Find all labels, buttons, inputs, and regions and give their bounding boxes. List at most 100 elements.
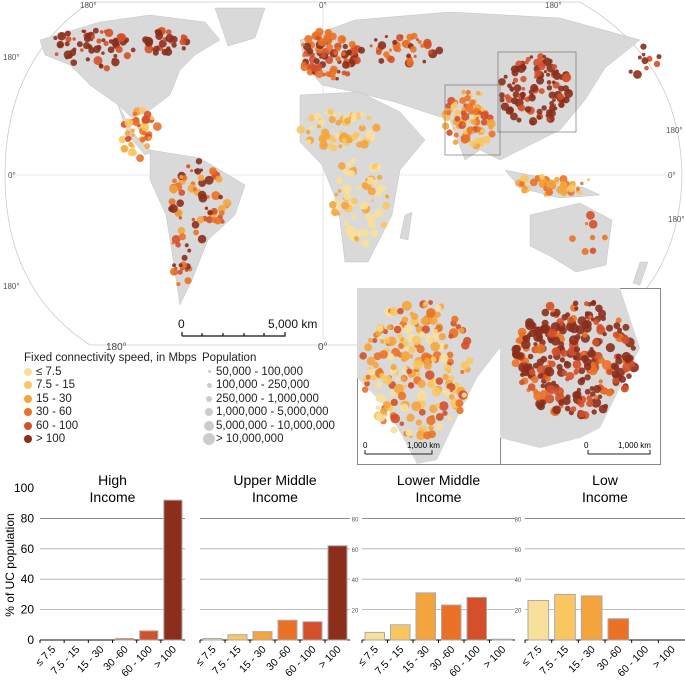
city-dot — [577, 399, 583, 404]
city-dot — [470, 119, 477, 125]
city-dot — [394, 383, 405, 394]
city-dot — [435, 403, 440, 408]
city-dot — [509, 112, 518, 121]
city-dots — [53, 26, 662, 287]
city-dot — [474, 137, 481, 145]
city-dot — [96, 38, 102, 44]
city-dot — [567, 184, 576, 193]
city-dot — [219, 210, 225, 216]
city-dot — [111, 57, 120, 67]
city-dot — [314, 63, 323, 72]
city-dot — [572, 360, 582, 369]
city-dot — [179, 261, 188, 269]
city-dot — [382, 375, 393, 385]
city-dot — [508, 106, 512, 110]
city-dot — [358, 124, 366, 132]
city-dot — [520, 174, 529, 183]
city-dot — [364, 178, 368, 182]
city-dot — [344, 71, 351, 77]
city-dot — [459, 97, 466, 104]
city-dot — [461, 122, 466, 126]
city-dot — [361, 124, 365, 128]
city-dot — [403, 39, 409, 45]
panel-title: Lower Middle — [397, 472, 480, 488]
city-dot — [551, 80, 556, 85]
speed-legend-item: 60 - 100 — [24, 419, 197, 433]
city-dot — [153, 122, 162, 131]
population-legend-item: > 10,000,000 — [202, 433, 335, 447]
city-dot — [360, 229, 369, 238]
population-legend-label: 250,000 - 1,000,000 — [216, 392, 319, 405]
city-dot — [186, 164, 191, 169]
x-tick-label: 7.5 - 15 — [373, 644, 407, 678]
city-dot — [390, 413, 401, 424]
city-dot — [174, 266, 178, 270]
y-tick-label-small: 20 — [515, 609, 522, 615]
city-dot — [615, 353, 622, 360]
y-tick-label: 80 — [21, 511, 35, 525]
x-tick-label: > 100 — [152, 644, 179, 671]
city-dot — [637, 55, 642, 60]
city-dot — [411, 335, 422, 346]
city-dot — [513, 84, 522, 92]
city-dot — [80, 48, 84, 52]
city-dot — [428, 300, 433, 305]
city-dot — [546, 85, 553, 91]
city-dot — [141, 115, 150, 124]
city-dot — [165, 34, 174, 43]
speed-legend: Fixed connectivity speed, in Mbps ≤ 7.5 7… — [24, 352, 197, 446]
city-dot — [359, 139, 369, 149]
city-dot — [448, 394, 455, 400]
city-dot — [144, 44, 154, 54]
city-dot — [536, 76, 545, 85]
city-dot — [622, 362, 632, 373]
city-dot — [390, 426, 398, 434]
city-dot — [327, 108, 334, 115]
city-dot — [373, 38, 378, 42]
city-dot — [530, 120, 535, 126]
city-dot — [527, 353, 534, 360]
city-dot — [178, 233, 187, 241]
city-dot — [386, 324, 392, 331]
city-dot — [533, 342, 538, 347]
city-dot — [620, 384, 629, 393]
city-dot — [144, 143, 151, 149]
city-dot — [335, 76, 339, 81]
inset-china-scale-start: 0 — [584, 441, 589, 450]
city-dot — [408, 382, 414, 387]
city-dot — [420, 43, 425, 48]
city-dot — [542, 54, 547, 59]
city-dot — [199, 168, 204, 172]
city-dot — [53, 36, 58, 41]
city-dot — [389, 307, 399, 317]
color-swatch-icon — [24, 421, 32, 430]
city-dot — [341, 201, 350, 210]
city-dot — [460, 361, 470, 370]
city-dot — [574, 390, 582, 398]
city-dot — [178, 263, 183, 268]
speed-legend-label: > 100 — [36, 433, 66, 446]
city-dot — [124, 118, 134, 128]
africa — [299, 91, 426, 263]
city-dot — [144, 38, 153, 47]
city-dot — [537, 373, 544, 379]
panel-title: Income — [252, 489, 298, 505]
city-dot — [656, 54, 662, 60]
bar — [302, 621, 323, 641]
city-dot — [334, 133, 340, 138]
city-dot — [530, 83, 539, 92]
city-dot — [168, 206, 174, 212]
city-dot — [179, 38, 187, 46]
y-tick-label: 20 — [21, 603, 35, 617]
city-dot — [147, 136, 152, 141]
city-dot — [547, 330, 554, 337]
city-dot — [558, 101, 565, 108]
city-dot — [553, 106, 558, 111]
city-dot — [569, 235, 576, 243]
panel-title: High — [98, 472, 127, 488]
city-dot — [551, 347, 561, 356]
city-dot — [65, 36, 72, 43]
city-dot — [541, 308, 550, 317]
city-dot — [406, 368, 413, 375]
city-dot — [593, 395, 599, 400]
